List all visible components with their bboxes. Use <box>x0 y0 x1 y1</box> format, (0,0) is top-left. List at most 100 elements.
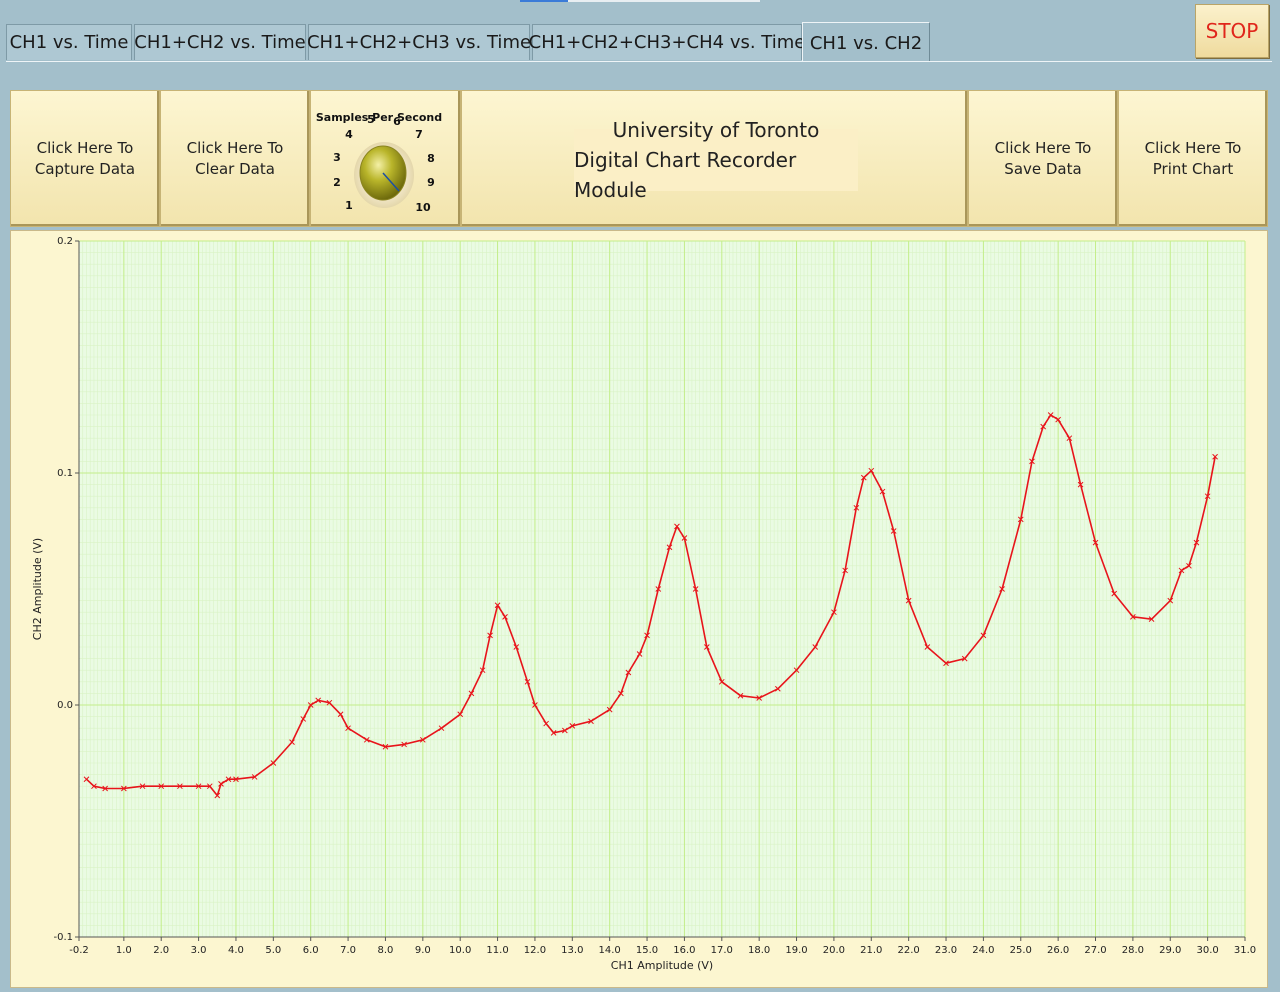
data-point <box>120 785 127 792</box>
data-point <box>980 632 987 639</box>
x-tick-label: 4.0 <box>228 945 244 956</box>
title-panel: University of Toronto Digital Chart Reco… <box>461 90 968 227</box>
data-point <box>214 792 221 799</box>
x-tick-label: 20.0 <box>823 945 845 956</box>
data-point <box>625 669 632 676</box>
data-point <box>1148 616 1155 623</box>
data-point <box>842 567 848 574</box>
x-tick-label: 18.0 <box>748 945 770 956</box>
data-point <box>550 729 557 736</box>
knob-tick-label: 10 <box>415 201 431 214</box>
ch2-vs-ch1-trace <box>85 414 1216 797</box>
x-tick-label: 10.0 <box>449 945 471 956</box>
save-data-button[interactable]: Click Here To Save Data <box>968 90 1118 227</box>
x-axis-label: CH1 Amplitude (V) <box>611 959 713 972</box>
data-point <box>961 655 968 662</box>
data-point <box>943 660 949 667</box>
knob-pointer <box>382 172 400 192</box>
data-point <box>307 702 314 708</box>
data-point <box>345 725 351 732</box>
data-point <box>569 723 576 729</box>
data-point <box>91 783 97 790</box>
toolbar: Click Here To Capture Data Click Here To… <box>10 90 1268 227</box>
x-tick-label: 23.0 <box>935 945 957 956</box>
x-tick-label: 22.0 <box>898 945 920 956</box>
knob-tick-label: 4 <box>345 128 353 141</box>
tab-ch1-vs-ch2[interactable]: CH1 vs. CH2 <box>802 22 930 63</box>
data-point <box>831 609 837 616</box>
data-point <box>1077 481 1084 488</box>
knob-tick-label: 3 <box>333 151 341 164</box>
knob-tick-label: 7 <box>415 128 423 141</box>
data-point <box>1204 493 1211 500</box>
data-point <box>1111 590 1118 597</box>
data-point <box>1212 453 1218 460</box>
y-tick-label: 0.2 <box>57 236 73 247</box>
print-chart-button[interactable]: Click Here To Print Chart <box>1118 90 1268 227</box>
x-tick-label: 30.0 <box>1196 945 1218 956</box>
stop-button[interactable]: STOP <box>1195 4 1269 58</box>
data-point <box>251 774 258 780</box>
data-point <box>890 528 897 534</box>
data-point <box>326 699 333 706</box>
x-tick-label: 16.0 <box>673 945 695 956</box>
y-tick-label: 0.1 <box>57 468 73 479</box>
y-tick-label: 0.0 <box>57 700 73 711</box>
app-title: University of Toronto Digital Chart Reco… <box>574 118 858 202</box>
tab-ch1-ch2-ch3-ch4-vs-time[interactable]: CH1+CH2+CH3+CH4 vs. Time <box>529 24 805 60</box>
data-point <box>1186 562 1192 569</box>
chart-panel: -0.2 1.0 2.0 3.0 4.0 5.0 6.0 7.0 8.0 9.0 10.0 11.0 1… <box>10 230 1268 988</box>
data-point <box>479 667 486 674</box>
x-tick-label: 24.0 <box>972 945 994 956</box>
major-grid <box>78 240 1246 938</box>
data-point <box>718 678 725 685</box>
tab-ch1-vs-time[interactable]: CH1 vs. Time <box>6 24 132 60</box>
trace-markers <box>83 412 1218 799</box>
data-point <box>487 632 493 639</box>
data-point <box>561 727 568 734</box>
clear-data-button[interactable]: Click Here To Clear Data <box>160 90 310 227</box>
data-point <box>543 720 550 727</box>
data-point <box>812 644 819 650</box>
x-tick-label: 25.0 <box>1010 945 1032 956</box>
xy-chart[interactable]: -0.2 1.0 2.0 3.0 4.0 5.0 6.0 7.0 8.0 9.0 10.0 11.0 1… <box>11 231 1267 987</box>
data-point <box>692 586 699 592</box>
samples-per-second-panel: Samples Per Second 1 2 3 4 5 6 7 8 9 10 <box>310 90 461 227</box>
data-point <box>999 586 1005 592</box>
data-point <box>644 632 650 639</box>
capture-data-button[interactable]: Click Here To Capture Data <box>10 90 160 227</box>
data-point <box>363 736 370 743</box>
data-point <box>618 690 624 697</box>
data-point <box>1066 435 1073 442</box>
data-point <box>139 783 146 790</box>
knob-tick-label: 5 <box>367 113 375 126</box>
data-point <box>438 725 445 732</box>
data-point <box>1047 412 1054 418</box>
data-point <box>588 718 594 725</box>
tab-ch1-ch2-vs-time[interactable]: CH1+CH2 vs. Time <box>134 24 306 60</box>
data-point <box>206 783 213 790</box>
x-tick-label: -0.2 <box>69 945 89 956</box>
x-tick-label: 11.0 <box>486 945 508 956</box>
app-title-line2: Digital Chart Recorder Module <box>574 148 797 202</box>
data-point <box>860 474 867 481</box>
data-point <box>703 644 710 650</box>
data-point <box>666 544 673 551</box>
knob-tick-label: 1 <box>345 199 353 212</box>
data-point <box>1055 416 1061 423</box>
tab-ch1-ch2-ch3-vs-time[interactable]: CH1+CH2+CH3 vs. Time <box>307 24 531 60</box>
data-point <box>868 467 875 474</box>
data-point <box>681 535 688 541</box>
x-tick-label: 31.0 <box>1234 945 1256 956</box>
data-point <box>1029 458 1035 465</box>
x-tick-label: 8.0 <box>377 945 393 956</box>
data-point <box>300 716 307 722</box>
data-point <box>468 690 475 697</box>
data-point <box>315 697 322 704</box>
data-point <box>494 602 501 609</box>
x-tick-label: 15.0 <box>636 945 658 956</box>
data-point <box>1017 516 1024 523</box>
data-point <box>905 597 912 604</box>
